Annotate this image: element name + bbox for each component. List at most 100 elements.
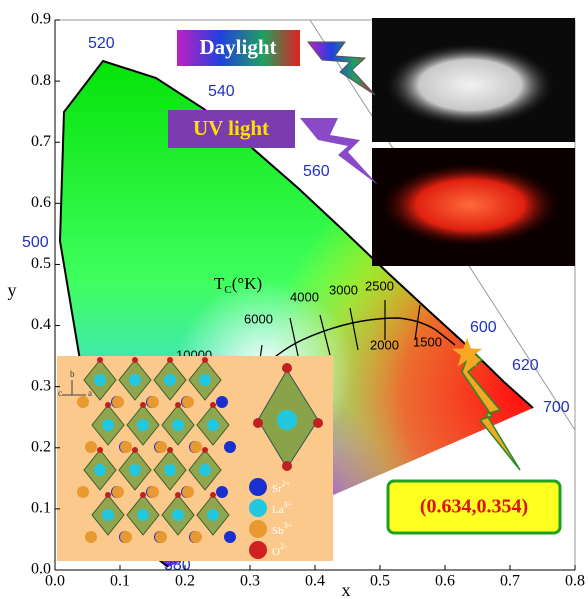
cct-label: 2000 [370,337,399,352]
point-label: (0.634,0.354) [420,496,528,518]
atom [167,357,173,363]
ion-swatch [249,478,267,496]
x-axis-label: x [342,580,351,599]
ion-label: Sr2+ [272,479,291,495]
ion-charge: 3+ [284,500,293,509]
atom [216,396,228,408]
x-tick-label: 0.2 [175,573,195,590]
y-tick-label: 0.7 [31,133,51,150]
atom [190,441,202,453]
atom [97,447,103,453]
atom [167,447,173,453]
ion-swatch [249,520,267,538]
atom [182,486,194,498]
atom [97,357,103,363]
x-tick-label: 0.4 [305,573,325,590]
o-atom [313,418,323,428]
daylight-bolt [306,41,376,96]
cct-title: TC(°K) [214,274,262,296]
wavelength-label: 500 [22,234,49,251]
atom [85,441,97,453]
ion-symbol: Sb [272,525,284,537]
atom [102,419,114,431]
ion-charge: 3+ [284,521,293,530]
ion-label: La3+ [272,500,293,516]
x-tick-label: 0.8 [565,573,585,590]
atom [172,509,184,521]
atom [202,357,208,363]
y-tick-label: 0.3 [31,377,51,394]
wavelength-label: 520 [88,35,115,52]
ion-legend: Sr2+La3+Sb3+O2- [249,478,293,559]
atom [85,531,97,543]
y-axis-label: y [8,280,17,300]
uv-box [168,110,295,148]
atom [120,531,132,543]
atom [147,486,159,498]
x-tick-label: 0.5 [370,573,390,590]
atom [155,531,167,543]
daylight-box [177,30,300,66]
y-tick-label: 0.9 [31,11,51,28]
y-tick-label: 0.2 [31,438,51,455]
cct-label: 2500 [365,278,394,293]
atom [94,464,106,476]
ion-swatch [249,541,267,559]
atom [199,374,211,386]
x-tick-label: 0.0 [45,573,65,590]
atom [132,447,138,453]
atom [172,419,184,431]
axis-label: b [70,369,75,379]
ion-symbol: O [272,546,280,558]
ion-swatch [249,499,267,517]
ion-symbol: La [272,504,284,516]
ion-charge: 2- [280,542,287,551]
cct-label: 4000 [290,289,319,304]
y-tick-label: 0.4 [31,316,51,333]
atom [132,357,138,363]
la-atom [277,410,297,430]
atom [137,419,149,431]
cct-label: 3000 [329,282,358,297]
atom [105,492,111,498]
atom [182,396,194,408]
atom [105,402,111,408]
atom [175,402,181,408]
crystal-structure [77,357,236,543]
atom [224,531,236,543]
o-atom [253,418,263,428]
ion-charge: 2+ [282,479,291,488]
wavelength-label: 540 [208,83,235,100]
atom [129,464,141,476]
atom [112,396,124,408]
atom [175,492,181,498]
x-tick-label: 0.6 [435,573,455,590]
wavelength-label: 560 [303,163,330,180]
y-tick-label: 0.0 [31,561,51,578]
ion-symbol: Sr [272,483,282,495]
x-tick-label: 0.1 [110,573,130,590]
atom [216,486,228,498]
cct-title-unit: (°K) [232,274,262,293]
atom [164,464,176,476]
atom [102,509,114,521]
atom [129,374,141,386]
crystal-axes: b c a [58,369,92,398]
cct-label: 6000 [244,311,273,326]
y-tick-label: 0.1 [31,500,51,517]
axis-label: a [88,388,92,398]
uv-label: UV light [193,116,269,140]
atom [155,441,167,453]
x-tick-label: 0.7 [500,573,520,590]
atom [224,441,236,453]
ion-label: Sb3+ [272,521,293,537]
atom [77,396,89,408]
daylight-label: Daylight [199,35,276,59]
o-atom [282,461,292,471]
atom [207,419,219,431]
white-powder [385,43,555,127]
atom [140,492,146,498]
atom [140,402,146,408]
atom [77,486,89,498]
